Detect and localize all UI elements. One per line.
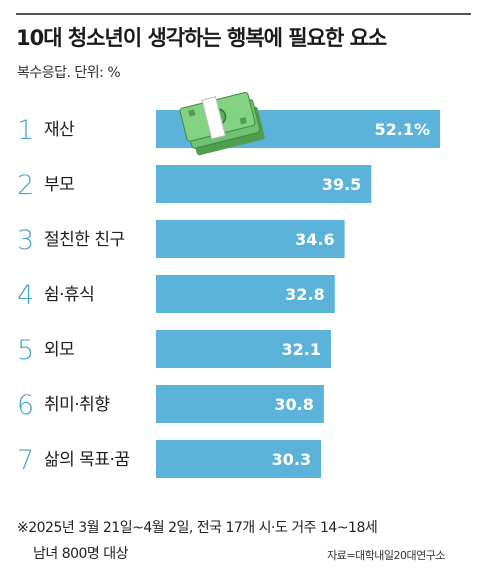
- bar-chart: 1 재산 52.1% 2 부모 39.5 3 절친한 친구 34.6 4 쉼·휴식 32.8 5 외모 32…: [17, 92, 440, 478]
- bar-5: [156, 330, 331, 368]
- rank-label: 2: [17, 170, 34, 201]
- bar-4: [156, 275, 335, 313]
- bar-2: [156, 165, 372, 203]
- chart-subtitle: 복수응답. 단위: %: [17, 65, 121, 81]
- bar-6: [156, 385, 324, 423]
- category-label: 삶의 목표·꿈: [44, 450, 130, 470]
- value-label: 32.8: [285, 285, 324, 304]
- chart-title: 10대 청소년이 생각하는 행복에 필요한 요소: [16, 26, 387, 50]
- footnote-sample: 남녀 800명 대상: [33, 546, 129, 562]
- rank-label: 5: [17, 335, 34, 366]
- category-label: 부모: [44, 175, 74, 195]
- value-label: 30.8: [274, 395, 313, 414]
- top-rule: [16, 13, 471, 15]
- value-label: 52.1%: [374, 120, 430, 139]
- category-label: 취미·취향: [44, 395, 109, 415]
- category-label: 쉼·휴식: [44, 285, 94, 305]
- money-stack-icon: [179, 92, 265, 156]
- category-label: 외모: [44, 340, 74, 360]
- category-label: 재산: [44, 120, 75, 140]
- value-label: 32.1: [281, 340, 320, 359]
- rank-label: 6: [17, 390, 34, 421]
- value-label: 39.5: [322, 175, 361, 194]
- rank-label: 3: [17, 225, 34, 256]
- value-label: 30.3: [272, 450, 311, 469]
- bar-7: [156, 440, 322, 478]
- rank-label: 4: [17, 280, 34, 311]
- rank-label: 7: [17, 445, 34, 476]
- category-label: 절친한 친구: [44, 230, 125, 250]
- rank-label: 1: [17, 115, 34, 146]
- bar-3: [156, 220, 345, 258]
- footnote-survey: ※2025년 3월 21일~4월 2일, 전국 17개 시·도 거주 14~18…: [17, 520, 378, 536]
- source-credit: 자료=대학내일20대연구소: [327, 549, 445, 562]
- value-label: 34.6: [295, 230, 334, 249]
